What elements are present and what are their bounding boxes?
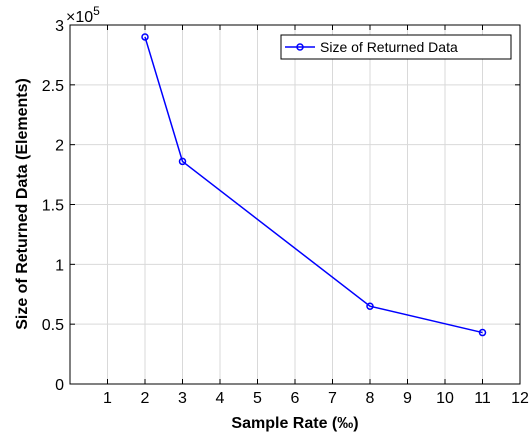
y-tick-label: 1 [55, 257, 64, 274]
data-point [178, 157, 187, 166]
x-tick-label: 5 [253, 390, 262, 407]
x-tick-label: 4 [216, 390, 225, 407]
data-point [478, 328, 487, 337]
y-axis-multiplier-base: ×10 [66, 9, 93, 26]
legend-entry-label: Size of Returned Data [320, 39, 458, 55]
y-axis-label: Size of Returned Data (Elements) [14, 78, 31, 330]
x-tick-label: 10 [436, 390, 454, 407]
series-line [144, 36, 483, 334]
y-tick-label: 3 [55, 18, 64, 35]
x-tick-label: 9 [403, 390, 412, 407]
x-tick-label: 2 [141, 390, 150, 407]
y-tick-label: 2.5 [42, 78, 64, 95]
x-tick-label: 6 [291, 390, 300, 407]
x-tick-label: 3 [178, 390, 187, 407]
y-axis-multiplier-exponent: 5 [93, 4, 100, 18]
series-layer [141, 33, 487, 337]
x-axis-label: Sample Rate (‰) [231, 415, 358, 432]
y-tick-label: 0.5 [42, 317, 64, 334]
legend: Size of Returned Data [280, 34, 512, 60]
legend-marker-sample [296, 43, 304, 51]
y-axis-multiplier: ×105 [66, 4, 100, 26]
y-tick-label: 2 [55, 138, 64, 155]
x-tick-label: 12 [511, 390, 529, 407]
x-tick-label: 11 [474, 390, 491, 407]
data-point [366, 302, 374, 310]
y-tick-label: 0 [55, 377, 64, 394]
data-point [141, 33, 149, 41]
x-tick-label: 8 [366, 390, 375, 407]
x-tick-label: 1 [103, 390, 112, 407]
y-tick-label: 1.5 [42, 198, 64, 215]
x-tick-label: 7 [328, 390, 337, 407]
legend-box [280, 34, 512, 60]
